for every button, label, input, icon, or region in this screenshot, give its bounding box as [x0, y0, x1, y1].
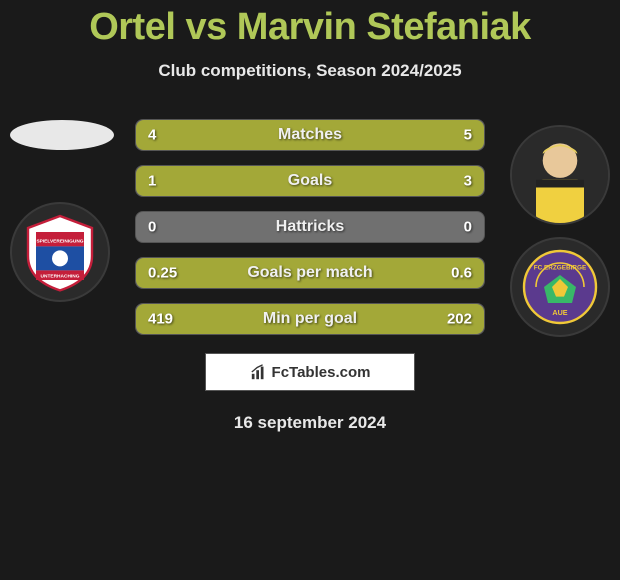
- svg-text:AUE: AUE: [552, 308, 567, 317]
- player1-photo-placeholder: [10, 120, 114, 150]
- stat-left-value: 0.25: [148, 265, 177, 282]
- svg-text:SPIELVEREINIGUNG: SPIELVEREINIGUNG: [36, 238, 83, 244]
- brand-footer[interactable]: FcTables.com: [205, 353, 415, 391]
- stat-right-value: 0.6: [451, 265, 472, 282]
- stat-label: Hattricks: [276, 218, 344, 236]
- stat-left-value: 0: [148, 219, 156, 236]
- stat-label: Goals: [288, 172, 332, 190]
- stat-right-value: 5: [464, 127, 472, 144]
- stat-label: Matches: [278, 126, 342, 144]
- stat-left-value: 1: [148, 173, 156, 190]
- stat-row-goals-per-match: 0.25 Goals per match 0.6: [135, 257, 485, 289]
- erzgebirge-aue-crest-icon: FC ERZGEBIRGE AUE: [520, 247, 600, 327]
- stat-row-hattricks: 0 Hattricks 0: [135, 211, 485, 243]
- stat-right-value: 0: [464, 219, 472, 236]
- stat-row-goals: 1 Goals 3: [135, 165, 485, 197]
- stat-left-value: 4: [148, 127, 156, 144]
- player2-club-crest: FC ERZGEBIRGE AUE: [510, 237, 610, 337]
- stat-label: Min per goal: [263, 310, 357, 328]
- left-avatars: SPIELVEREINIGUNG UNTERHACHING: [10, 120, 114, 314]
- stats-container: 4 Matches 5 1 Goals 3 0 Hattricks 0 0.25…: [135, 119, 485, 335]
- stat-fill-left: [136, 120, 289, 150]
- svg-text:UNTERHACHING: UNTERHACHING: [41, 274, 80, 280]
- player1-club-crest: SPIELVEREINIGUNG UNTERHACHING: [10, 202, 110, 302]
- player1-name: Ortel: [89, 6, 175, 48]
- player2-name: Marvin Stefaniak: [237, 6, 531, 48]
- vs-text: vs: [185, 6, 226, 48]
- unterhaching-crest-icon: SPIELVEREINIGUNG UNTERHACHING: [20, 212, 100, 292]
- competition-subtitle: Club competitions, Season 2024/2025: [0, 61, 620, 81]
- stat-row-min-per-goal: 419 Min per goal 202: [135, 303, 485, 335]
- brand-text: FcTables.com: [272, 364, 371, 381]
- comparison-title: Ortel vs Marvin Stefaniak: [0, 0, 620, 49]
- svg-text:FC ERZGEBIRGE: FC ERZGEBIRGE: [534, 264, 587, 271]
- stat-label: Goals per match: [247, 264, 372, 282]
- stat-left-value: 419: [148, 311, 173, 328]
- player2-photo: [510, 125, 610, 225]
- stat-fill-right: [223, 166, 484, 196]
- stat-right-value: 3: [464, 173, 472, 190]
- stat-right-value: 202: [447, 311, 472, 328]
- right-avatars: FC ERZGEBIRGE AUE: [510, 125, 610, 349]
- player-avatar-icon: [512, 125, 608, 225]
- stat-row-matches: 4 Matches 5: [135, 119, 485, 151]
- chart-icon: [250, 363, 268, 381]
- snapshot-date: 16 september 2024: [0, 413, 620, 433]
